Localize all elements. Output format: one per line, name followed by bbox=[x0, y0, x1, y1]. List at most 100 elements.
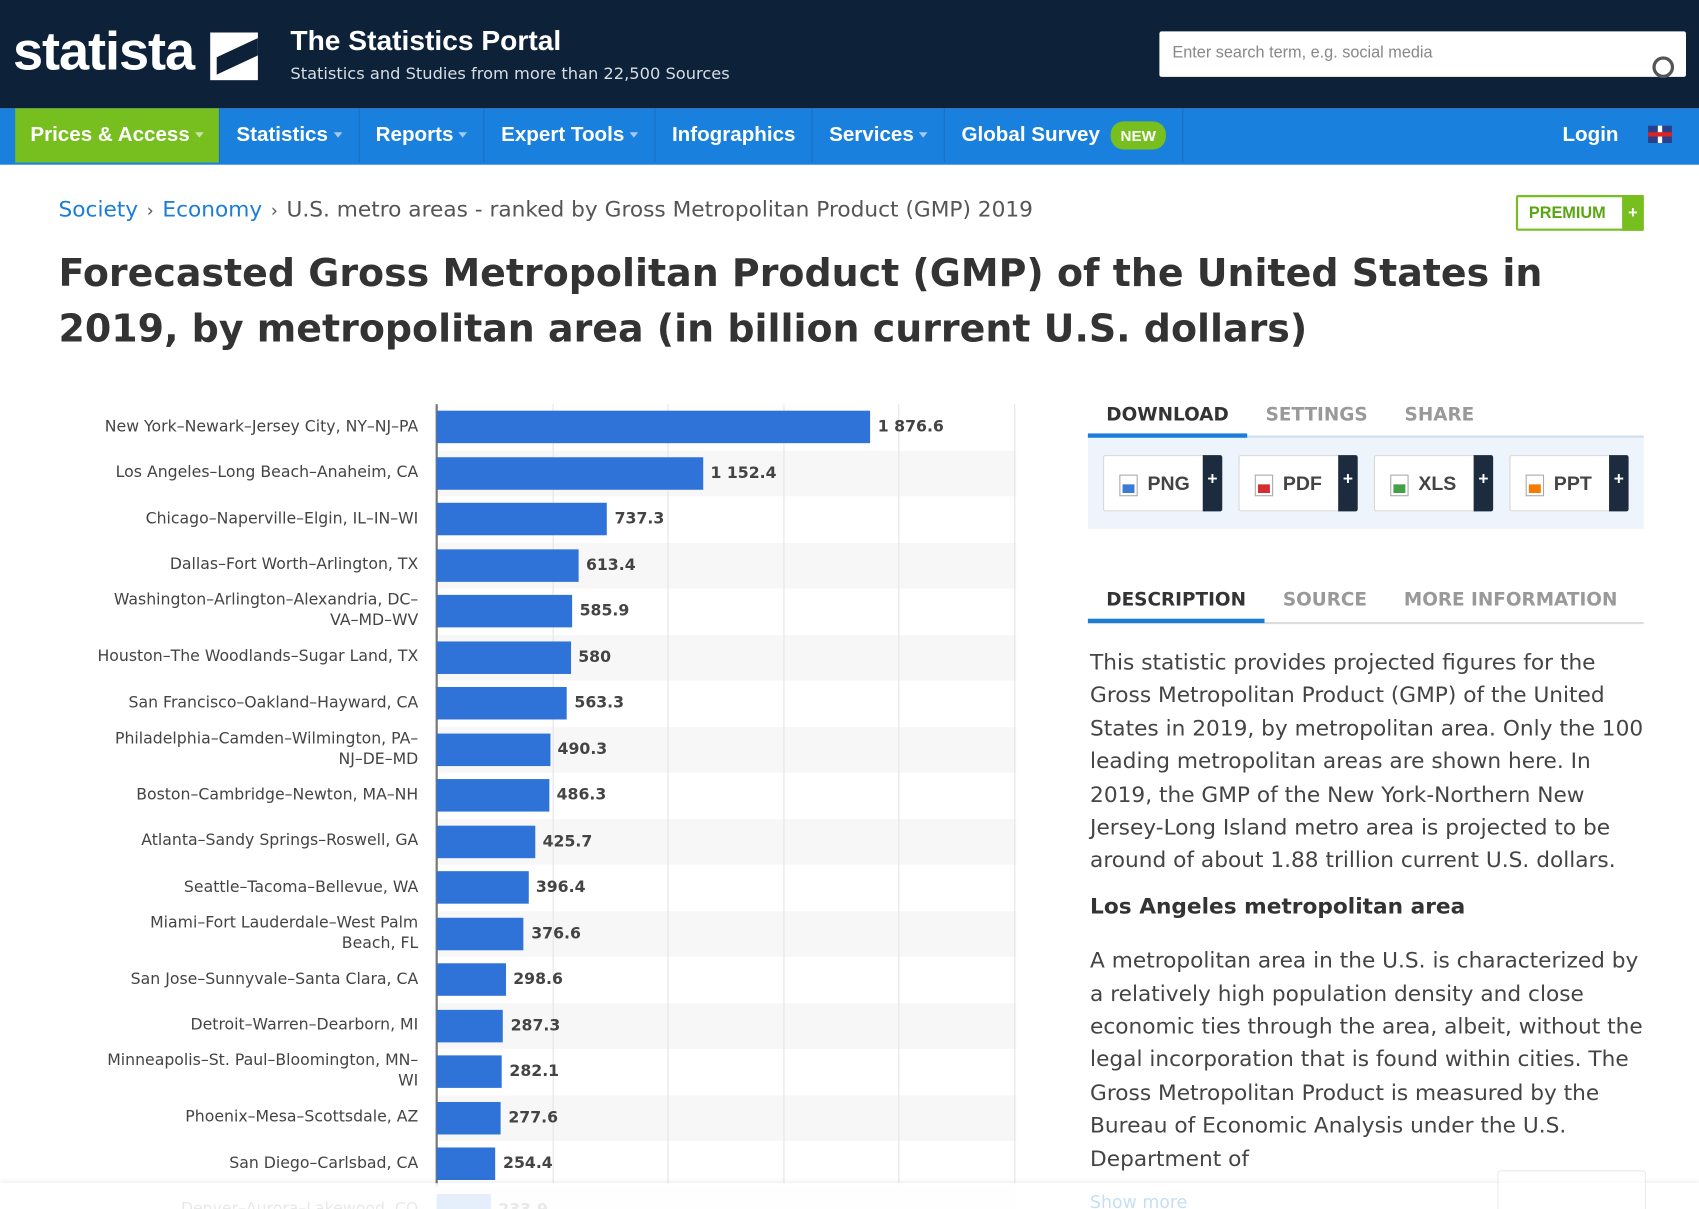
bar[interactable] bbox=[436, 1147, 496, 1181]
download-label: PNG bbox=[1147, 472, 1190, 495]
tab[interactable]: DESCRIPTION bbox=[1087, 586, 1265, 624]
value-label: 425.7 bbox=[542, 832, 593, 851]
value-label: 580 bbox=[578, 648, 612, 667]
tab-divider bbox=[1087, 435, 1644, 438]
nav-label: Infographics bbox=[671, 123, 796, 147]
search-icon[interactable] bbox=[1652, 56, 1675, 79]
show-more-link[interactable]: Show more bbox=[1090, 1191, 1188, 1209]
value-label: 563.3 bbox=[574, 694, 625, 713]
description: This statistic provides projected figure… bbox=[1090, 646, 1645, 1175]
category-label: Houston–The Woodlands–Sugar Land, TX bbox=[97, 648, 419, 666]
bar[interactable] bbox=[436, 1055, 502, 1089]
bar[interactable] bbox=[436, 503, 607, 536]
premium-button[interactable]: PREMIUM bbox=[1515, 195, 1644, 231]
value-label: 1 152.4 bbox=[710, 464, 777, 482]
category-label: Phoenix–Mesa–Scottsdale, AZ bbox=[185, 1108, 419, 1127]
category-label: Chicago–Naperville–Elgin, IL–IN–WI bbox=[145, 510, 419, 528]
category-label: Dallas–Fort Worth–Arlington, TX bbox=[169, 556, 419, 574]
breadcrumb-link[interactable]: Society bbox=[58, 196, 139, 223]
download-button[interactable]: PDF bbox=[1238, 455, 1358, 512]
row-stripe bbox=[436, 910, 1017, 957]
bar[interactable] bbox=[436, 687, 567, 720]
nav: Prices & Access Statistics Reports Expert T… bbox=[15, 108, 1184, 163]
nav-item[interactable]: Services bbox=[813, 108, 946, 163]
grid-line bbox=[898, 404, 900, 1187]
tab[interactable]: SOURCE bbox=[1282, 589, 1368, 612]
bar[interactable] bbox=[436, 595, 573, 628]
file-icon bbox=[1390, 474, 1409, 497]
file-icon-mark bbox=[1258, 484, 1270, 494]
breadcrumb-separator: › bbox=[146, 200, 154, 222]
row-stripe bbox=[436, 1002, 1017, 1049]
file-icon-mark bbox=[1122, 484, 1135, 494]
category-label: San Diego–Carlsbad, CA bbox=[229, 1154, 419, 1173]
tab[interactable]: SHARE bbox=[1404, 404, 1475, 426]
value-label: 282.1 bbox=[509, 1063, 560, 1081]
bottom-fade bbox=[0, 1183, 1699, 1209]
download-button[interactable]: PPT bbox=[1509, 455, 1629, 512]
bar[interactable] bbox=[436, 779, 550, 812]
nav-label: Expert Tools bbox=[501, 124, 638, 147]
bar[interactable] bbox=[436, 641, 571, 674]
nav-item[interactable]: Prices & Access bbox=[15, 108, 221, 163]
description-text: A metropolitan area in the U.S. is chara… bbox=[1090, 947, 1643, 1171]
file-icon-mark bbox=[1528, 484, 1541, 494]
bar[interactable] bbox=[436, 871, 529, 904]
bar[interactable] bbox=[436, 410, 871, 444]
file-icon bbox=[1119, 474, 1138, 497]
category-label: Atlanta–Sandy Springs–Roswell, GA bbox=[141, 832, 419, 850]
category-label: San Jose–Sunnyvale–Santa Clara, CA bbox=[130, 970, 419, 988]
breadcrumb-separator: › bbox=[270, 200, 278, 222]
bar[interactable] bbox=[436, 549, 579, 582]
value-label: 486.3 bbox=[556, 786, 607, 805]
bar[interactable] bbox=[436, 733, 550, 766]
logo-icon[interactable] bbox=[210, 32, 258, 81]
file-icon bbox=[1254, 474, 1274, 497]
value-label: 298.6 bbox=[513, 971, 563, 989]
grid-line bbox=[552, 404, 554, 1187]
nav-item[interactable]: Expert Tools bbox=[485, 108, 656, 163]
nav-label: Global Survey bbox=[961, 123, 1100, 147]
bar[interactable] bbox=[436, 825, 536, 858]
category-label: New York–Newark–Jersey City, NY–NJ–PA bbox=[104, 417, 419, 436]
tab[interactable]: SETTINGS bbox=[1265, 404, 1368, 426]
tab[interactable]: DOWNLOAD bbox=[1087, 401, 1248, 438]
nav-item[interactable]: Reports bbox=[359, 108, 485, 163]
nav-label: Statistics bbox=[236, 124, 342, 147]
portal-subtitle: Statistics and Studies from more than 22… bbox=[290, 63, 730, 84]
tab[interactable]: MORE INFORMATION bbox=[1403, 589, 1618, 612]
nav-item[interactable]: Global Survey NEW bbox=[945, 108, 1184, 163]
grid-line bbox=[1014, 404, 1016, 1187]
breadcrumb-link[interactable]: Economy bbox=[162, 196, 263, 223]
bar[interactable] bbox=[436, 456, 703, 490]
login-link[interactable]: Login bbox=[1562, 123, 1619, 147]
description-heading: Los Angeles metropolitan area bbox=[1090, 892, 1466, 919]
language-flag[interactable] bbox=[1648, 125, 1672, 144]
download-button[interactable]: XLS bbox=[1373, 455, 1494, 512]
nav-item[interactable]: Statistics bbox=[220, 108, 360, 163]
bar[interactable] bbox=[436, 963, 506, 997]
statistic-title: Forecasted Gross Metropolitan Product (G… bbox=[58, 252, 1543, 352]
value-label: 737.3 bbox=[614, 510, 665, 528]
bar[interactable] bbox=[436, 917, 524, 951]
bar[interactable] bbox=[436, 1101, 501, 1135]
value-label: 287.3 bbox=[510, 1017, 561, 1035]
row-stripe bbox=[436, 1094, 1017, 1141]
nav-item[interactable]: Infographics bbox=[656, 108, 813, 163]
category-label: San Francisco–Oakland–Hayward, CA bbox=[128, 694, 419, 712]
description-text: This statistic provides projected figure… bbox=[1090, 649, 1644, 873]
bar[interactable] bbox=[436, 1009, 504, 1043]
category-label: Los Angeles–Long Beach–Anaheim, CA bbox=[115, 464, 419, 482]
value-label: 277.6 bbox=[508, 1109, 559, 1127]
search-input[interactable]: Enter search term, e.g. social media bbox=[1159, 31, 1687, 77]
category-label: Detroit–Warren–Dearborn, MI bbox=[190, 1016, 419, 1034]
download-label: PDF bbox=[1282, 472, 1322, 495]
value-label: 254.4 bbox=[503, 1155, 553, 1173]
grid-line bbox=[783, 404, 785, 1187]
download-button[interactable]: PNG bbox=[1103, 455, 1223, 512]
tool-buttons[interactable] bbox=[1497, 1170, 1646, 1209]
logo[interactable]: statista bbox=[13, 20, 195, 82]
category-label: Miami–Fort Lauderdale–West Palm Beach, F… bbox=[150, 914, 419, 953]
value-label: 1 876.6 bbox=[877, 418, 944, 436]
